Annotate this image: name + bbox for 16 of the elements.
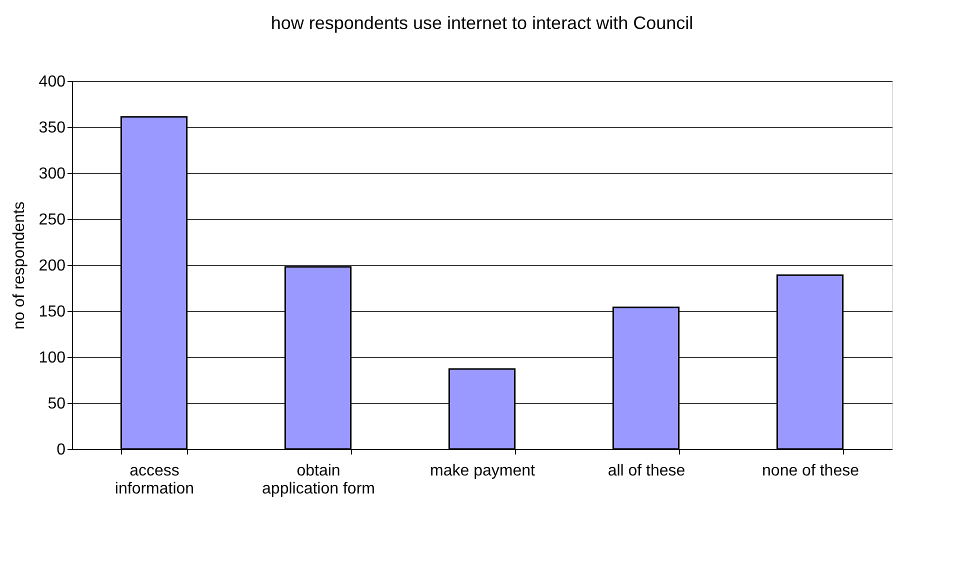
x-tick-label: access information xyxy=(114,462,194,498)
x-tick-label: none of these xyxy=(762,462,860,480)
y-tick-label: 300 xyxy=(38,166,66,182)
y-tick-label: 200 xyxy=(38,258,66,274)
y-tick-label: 350 xyxy=(38,120,66,136)
x-tick-label: obtain application form xyxy=(262,462,375,498)
y-tick-label: 150 xyxy=(38,304,66,320)
y-axis-title: no of respondents xyxy=(10,201,28,330)
y-tick-label: 400 xyxy=(38,74,66,90)
x-tick-label: all of these xyxy=(608,462,686,480)
x-tick-label: make payment xyxy=(430,462,536,480)
y-tick-label: 0 xyxy=(56,442,66,458)
chart-title: how respondents use internet to interact with Council xyxy=(270,13,694,33)
y-tick-label: 50 xyxy=(48,396,66,412)
y-tick-label: 250 xyxy=(38,212,66,228)
y-tick-label: 100 xyxy=(38,350,66,366)
